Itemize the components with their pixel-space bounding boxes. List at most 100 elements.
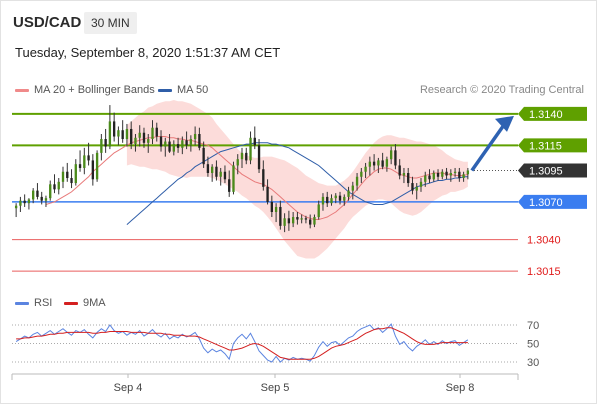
candle [257,139,261,173]
level-tag-resistance [518,106,587,121]
candle [57,178,60,195]
candle [283,213,286,233]
candle [228,170,231,197]
candle [108,105,112,150]
candle [74,159,77,186]
candle [441,169,444,180]
candle [172,140,175,156]
candle [159,130,163,152]
projection-arrow-line [470,123,506,172]
candle [389,146,393,165]
candle [424,171,427,187]
candle [19,196,22,212]
candle [453,167,457,177]
rsi-tick-label: 50 [527,339,539,351]
candle [181,136,184,155]
candle [304,215,308,224]
candle [44,195,48,207]
candle [270,195,274,218]
rsi-legend-label: RSI [34,297,53,309]
candle [445,167,448,180]
candle [185,131,188,150]
candle [347,186,350,201]
rsi-legend-swatch [15,302,29,305]
rsi-ma-legend-swatch [64,302,78,305]
candle [274,203,278,223]
candle [83,147,86,175]
rsi-ma-legend-label: 9MA [83,297,106,309]
candle [66,162,69,182]
candle [398,159,401,180]
candle [330,194,333,206]
candle [210,164,214,182]
ma20-legend-swatch [15,89,29,92]
candle [147,134,150,153]
research-credit: Research © 2020 Trading Central [419,84,584,96]
candle [168,134,171,153]
rsi-tick-label: 70 [527,320,539,332]
candle [32,188,35,204]
candle [219,167,222,186]
candle [394,144,397,170]
ma20-legend-label: MA 20 + Bollinger Bands [34,84,155,96]
candle [125,123,129,147]
candle [121,120,124,143]
candle [142,127,146,148]
candle [223,165,227,184]
level-label-weak: 1.3015 [527,266,561,278]
candle [206,156,210,177]
bollinger-band [126,100,468,259]
candle [134,134,137,152]
candle [360,167,363,184]
ma50-line [126,142,468,225]
candle [176,137,180,153]
pair-title: USD/CAD [13,14,82,31]
candle [407,167,410,187]
level-tag-resistance [518,138,587,153]
candle [70,169,73,189]
candle [236,154,239,175]
candle [138,125,141,147]
candle [321,193,325,211]
candle [198,127,201,151]
candle [87,142,90,166]
time-axis-label: Sep 5 [261,382,290,394]
candle [215,160,218,181]
candle [351,181,354,200]
candle [372,154,376,171]
candle [313,214,316,228]
candle [253,126,256,150]
candle [117,126,120,146]
candle [291,212,295,228]
candle [317,200,320,220]
candle [23,194,26,207]
candle [458,167,461,182]
candle [381,152,384,170]
candle [262,160,265,191]
candle [164,137,167,157]
projection-arrowhead [495,115,514,132]
candle [130,121,133,150]
candle [462,171,465,182]
level-tag-label: 1.3070 [529,197,563,209]
candle [402,167,406,184]
candle [100,134,103,161]
rsi-tick-label: 30 [527,357,539,369]
candle [95,150,99,182]
candle [415,183,418,200]
timeframe-badge[interactable]: 30 MIN [84,12,137,34]
candle [436,169,440,181]
candle [368,156,372,176]
candle [300,214,303,224]
candle [112,112,116,142]
candle [279,200,282,230]
candle [14,203,18,218]
candle [419,178,423,192]
candle [326,191,329,207]
candle [104,128,107,153]
candle [155,122,158,142]
ma50-legend-label: MA 50 [177,84,209,96]
candle [449,169,452,182]
candle [364,162,367,179]
